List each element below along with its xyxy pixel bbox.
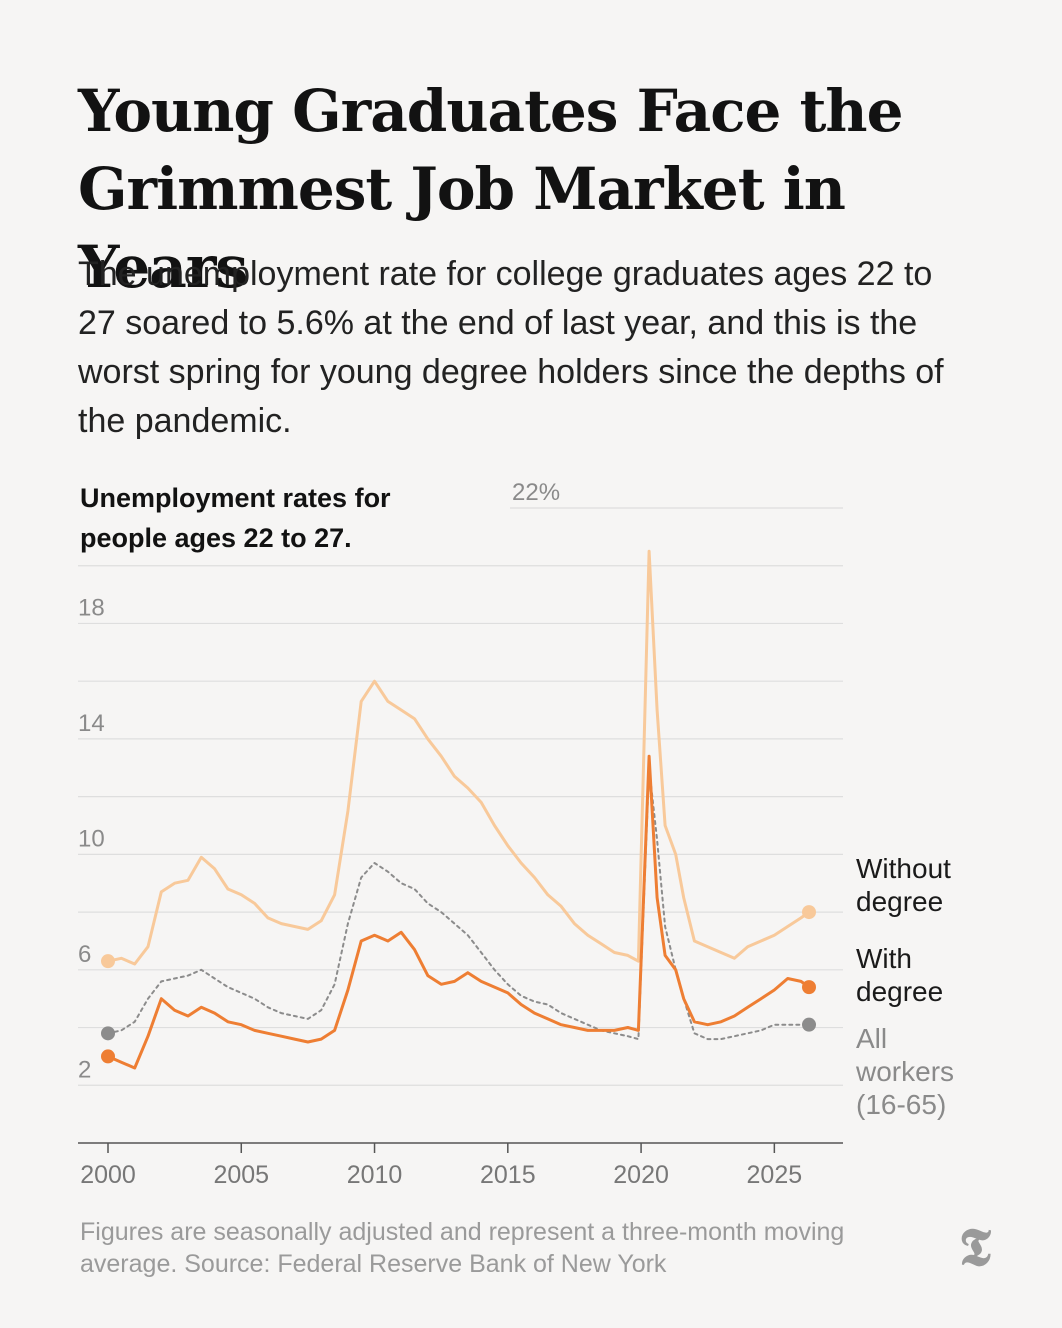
series-label-line: Without (856, 853, 951, 884)
series-label-line: With (856, 943, 912, 974)
line-chart: 2 6 10 14 18 22% 2000 2005 2010 2015 2020 2025 Wit… (78, 479, 954, 1189)
end-marker-without-degree (802, 905, 816, 920)
y-tick-label: 14 (78, 710, 105, 737)
series-line-all-workers (107, 766, 810, 1041)
x-tick-label: 2000 (80, 1161, 136, 1189)
x-tick-label: 2010 (347, 1161, 403, 1189)
series-label-line: All (856, 1023, 887, 1054)
headline: Young Graduates Face the Grimmest Job Ma… (78, 77, 904, 301)
y-tick-label: 18 (78, 594, 105, 621)
series-lines (101, 549, 816, 1070)
y-tick-label: 10 (78, 825, 105, 852)
end-marker-with-degree (802, 980, 816, 995)
series-line-without-degree (106, 549, 811, 966)
series-line-with-degree (106, 754, 811, 1070)
series-label: Without degree (856, 853, 951, 917)
subheadline: The unemployment rate for college gradua… (78, 255, 944, 440)
series-label-line: degree (856, 886, 943, 917)
series-label: All workers (16-65) (855, 1023, 954, 1120)
y-tick-label: 6 (78, 941, 91, 968)
x-axis: 2000 2005 2010 2015 2020 2025 (78, 1142, 843, 1189)
start-marker-without-degree (101, 954, 115, 969)
x-tick-label: 2005 (213, 1161, 269, 1189)
series-label-line: degree (856, 976, 943, 1007)
y-tick-label: 22% (512, 479, 560, 506)
x-tick-label: 2015 (480, 1161, 536, 1189)
series-label-line: workers (855, 1056, 954, 1087)
end-marker-all-workers (802, 1017, 816, 1032)
y-tick-label: 2 (78, 1056, 91, 1083)
start-marker-all-workers (101, 1026, 115, 1041)
gridlines: 2 6 10 14 18 22% (78, 479, 843, 1086)
series-label: With degree (856, 943, 943, 1007)
nyt-t-logo-icon: 𝕿 (959, 1217, 991, 1278)
x-tick-label: 2020 (613, 1161, 669, 1189)
start-marker-with-degree (101, 1049, 115, 1064)
chart-title: Unemployment rates for people ages 22 to… (80, 483, 391, 553)
footnote: Figures are seasonally adjusted and repr… (80, 1218, 845, 1278)
series-label-line: (16-65) (856, 1089, 946, 1120)
x-tick-label: 2025 (747, 1161, 803, 1189)
